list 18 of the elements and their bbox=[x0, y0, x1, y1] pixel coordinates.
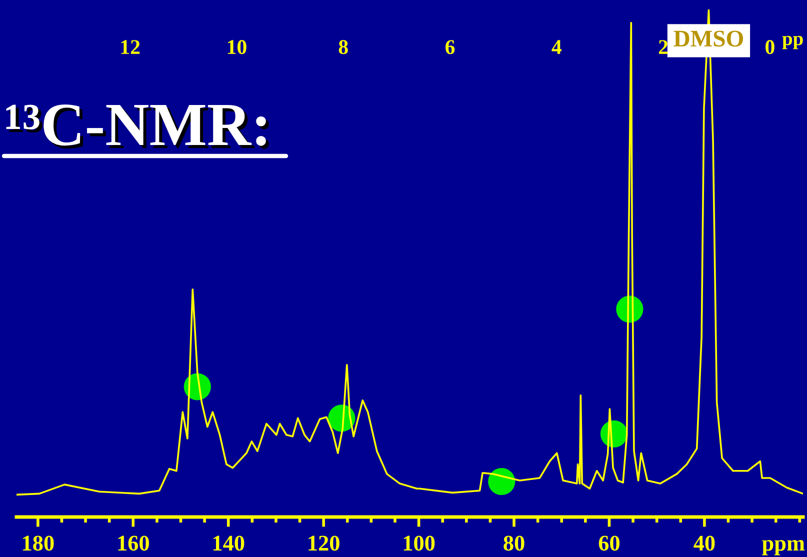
x2-tick-label: 12 bbox=[121, 40, 140, 54]
x-tick-label: 120 bbox=[308, 536, 340, 551]
point bbox=[488, 468, 516, 496]
x-tick-label: 40 bbox=[694, 536, 715, 551]
x-axis-title: ppm bbox=[762, 540, 805, 556]
x2-tick-label: 4 bbox=[552, 40, 562, 54]
x-tick-label: 80 bbox=[504, 536, 524, 551]
x2-tick-label: 0 bbox=[766, 40, 774, 54]
x2-tick-label: 10 bbox=[228, 40, 246, 54]
x-tick-label: 60 bbox=[598, 536, 620, 551]
x-tick-label: 180 bbox=[23, 536, 54, 551]
x2-tick-label: 8 bbox=[338, 40, 348, 54]
x2-axis-title: pp bbox=[782, 36, 803, 50]
annotation: DMSO bbox=[674, 30, 743, 47]
x-tick-label: 140 bbox=[213, 536, 244, 551]
x-tick-label: 100 bbox=[404, 536, 435, 551]
x-tick-label: 160 bbox=[118, 536, 149, 551]
x2-tick-label: 6 bbox=[446, 40, 455, 54]
